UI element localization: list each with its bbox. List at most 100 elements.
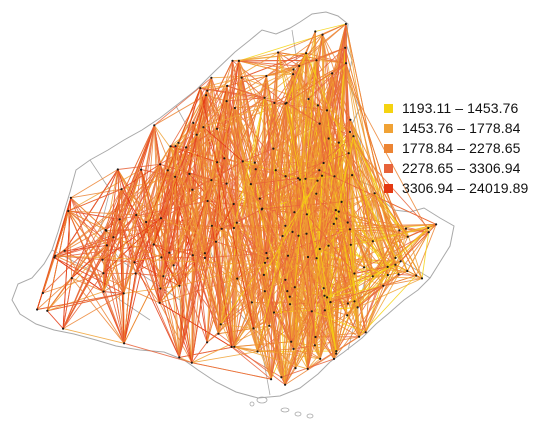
commune-node: [294, 286, 296, 288]
commune-node: [321, 175, 323, 177]
commune-node: [406, 270, 408, 272]
commune-node: [335, 218, 337, 220]
commune-node: [323, 287, 325, 289]
flow-line: [63, 329, 124, 344]
commune-node: [394, 264, 396, 266]
commune-node: [314, 336, 316, 338]
commune-node: [211, 225, 213, 227]
commune-node: [275, 169, 277, 171]
commune-node: [405, 228, 407, 230]
commune-node: [348, 152, 350, 154]
commune-node: [206, 90, 208, 92]
commune-node: [268, 325, 270, 327]
commune-node: [236, 222, 238, 224]
commune-node: [265, 75, 267, 77]
commune-node: [349, 119, 351, 121]
commune-node: [292, 348, 294, 350]
commune-node: [216, 161, 218, 163]
commune-node: [394, 257, 396, 259]
commune-node: [315, 59, 317, 61]
commune-node: [345, 62, 347, 64]
commune-node: [46, 310, 48, 312]
commune-node: [323, 162, 325, 164]
commune-node: [264, 290, 266, 292]
commune-node: [374, 192, 376, 194]
commune-node: [103, 291, 105, 293]
legend-swatch: [384, 104, 393, 113]
commune-node: [220, 323, 222, 325]
commune-node: [365, 331, 367, 333]
commune-node: [319, 123, 321, 125]
commune-node: [349, 228, 351, 230]
commune-node: [210, 179, 212, 181]
commune-node: [333, 223, 335, 225]
commune-node: [353, 272, 355, 274]
commune-node: [174, 145, 176, 147]
commune-node: [226, 85, 228, 87]
island-outline: [307, 414, 313, 418]
commune-node: [188, 173, 190, 175]
commune-node: [407, 236, 409, 238]
commune-node: [67, 210, 69, 212]
legend-item: 1778.84 – 2278.65: [384, 138, 528, 158]
legend-label: 1193.11 – 1453.76: [402, 100, 518, 116]
commune-node: [159, 163, 161, 165]
commune-node: [159, 287, 161, 289]
commune-node: [140, 169, 142, 171]
commune-node: [226, 183, 228, 185]
commune-node: [382, 285, 384, 287]
commune-node: [363, 266, 365, 268]
commune-node: [292, 73, 294, 75]
legend-swatch: [384, 164, 393, 173]
commune-node: [318, 169, 320, 171]
commune-node: [160, 217, 162, 219]
legend-item: 1193.11 – 1453.76: [384, 98, 528, 118]
commune-node: [297, 177, 299, 179]
commune-node: [112, 236, 114, 238]
commune-node: [347, 302, 349, 304]
commune-node: [256, 350, 258, 352]
commune-node: [324, 309, 326, 311]
commune-node: [307, 256, 309, 258]
commune-node: [358, 336, 360, 338]
commune-node: [174, 176, 176, 178]
commune-node: [204, 257, 206, 259]
commune-node: [177, 142, 179, 144]
commune-node: [135, 214, 137, 216]
commune-node: [250, 183, 252, 185]
commune-node: [305, 52, 307, 54]
commune-node: [119, 218, 121, 220]
commune-node: [326, 296, 328, 298]
commune-node: [192, 122, 194, 124]
commune-node: [205, 94, 207, 96]
commune-node: [344, 47, 346, 49]
commune-node: [282, 235, 284, 237]
commune-node: [372, 275, 374, 277]
commune-node: [284, 279, 286, 281]
commune-node: [349, 131, 351, 133]
commune-node: [101, 259, 103, 261]
commune-node: [333, 175, 335, 177]
commune-node: [345, 23, 347, 25]
commune-node: [326, 109, 328, 111]
commune-node: [221, 228, 223, 230]
legend-swatch: [384, 124, 393, 133]
commune-node: [314, 344, 316, 346]
commune-node: [206, 341, 208, 343]
commune-node: [168, 252, 170, 254]
commune-node: [233, 203, 235, 205]
commune-node: [233, 346, 235, 348]
commune-node: [315, 193, 317, 195]
commune-node: [273, 102, 275, 104]
island-outline: [281, 408, 289, 412]
commune-node: [435, 223, 437, 225]
commune-node: [317, 104, 319, 106]
commune-node: [223, 157, 225, 159]
commune-node: [210, 77, 212, 79]
commune-node: [192, 254, 194, 256]
commune-node: [351, 174, 353, 176]
commune-node: [291, 231, 293, 233]
commune-node: [319, 248, 321, 250]
commune-node: [294, 367, 296, 369]
